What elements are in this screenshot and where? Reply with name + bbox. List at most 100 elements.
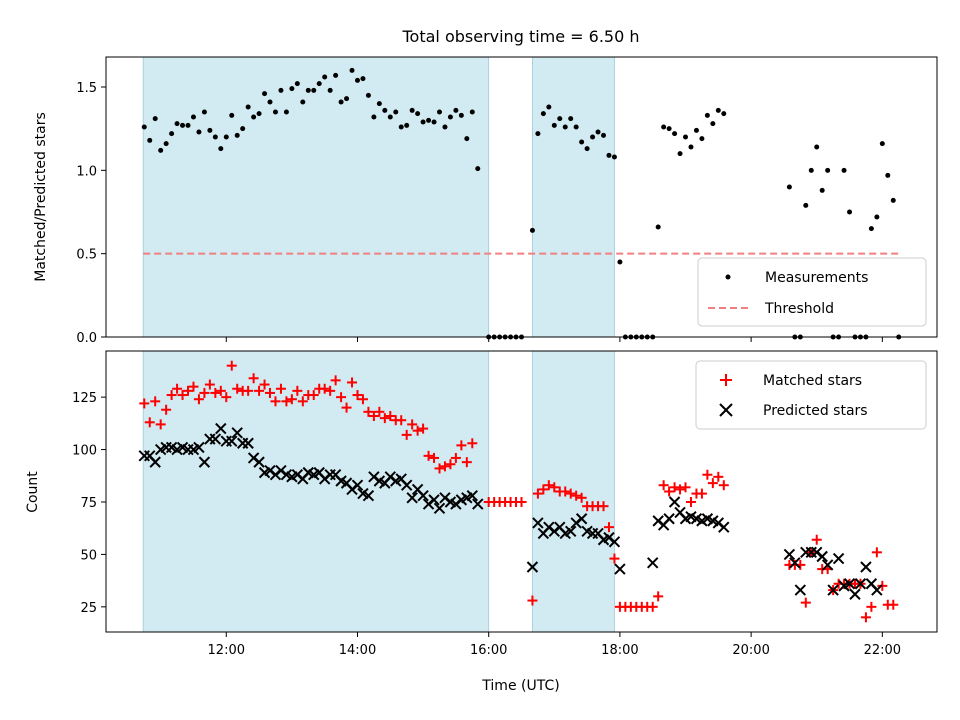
predicted-star-point xyxy=(794,584,807,596)
measurement-point xyxy=(661,124,667,130)
predicted-star-point xyxy=(608,536,621,548)
matched-star-point xyxy=(265,387,276,398)
y-tick-label: 75 xyxy=(80,496,97,511)
matched-star-point xyxy=(172,383,183,394)
matched-star-point xyxy=(538,484,549,495)
measurement-point xyxy=(141,124,147,130)
measurement-point xyxy=(283,109,289,115)
matched-star-point xyxy=(193,394,204,405)
matched-star-point xyxy=(598,501,609,512)
matched-star-point xyxy=(275,383,286,394)
measurement-point xyxy=(152,116,158,122)
matched-star-point xyxy=(866,601,877,612)
measurement-point xyxy=(185,122,191,128)
shaded-interval-2 xyxy=(532,350,615,633)
measurement-point xyxy=(693,127,699,133)
matched-star-point xyxy=(811,534,822,545)
predicted-star-point xyxy=(860,561,872,573)
matched-stars-points xyxy=(139,360,899,623)
matched-star-point xyxy=(254,385,265,396)
predicted-star-point xyxy=(789,557,801,569)
measurement-point xyxy=(409,107,415,113)
measurement-point xyxy=(666,126,672,132)
matched-star-point xyxy=(669,482,680,493)
matched-legend-marker xyxy=(720,374,732,386)
predicted-star-point xyxy=(149,456,161,468)
matched-star-point xyxy=(368,411,379,422)
measurement-point xyxy=(436,109,442,115)
measurement-point xyxy=(562,124,568,130)
top-shaded-intervals xyxy=(142,56,615,338)
matched-star-point xyxy=(707,478,718,489)
matched-star-point xyxy=(434,463,445,474)
shaded-interval-2 xyxy=(532,56,615,338)
measurement-point xyxy=(201,109,207,115)
measurement-point xyxy=(847,209,853,215)
measurement-point xyxy=(453,107,459,113)
measurement-point xyxy=(404,122,410,128)
measurement-point xyxy=(316,81,322,87)
legend-predicted-label: Predicted stars xyxy=(763,403,868,419)
measurement-point xyxy=(601,132,607,138)
predicted-star-point xyxy=(226,435,238,447)
measurement-point xyxy=(190,114,196,120)
matched-star-point xyxy=(516,496,527,507)
top-y-ticks: 0.0 0.5 1.0 1.5 xyxy=(76,81,106,346)
predicted-star-point xyxy=(668,496,681,508)
matched-star-point xyxy=(226,360,237,371)
measurement-point xyxy=(327,87,333,93)
measurement-point xyxy=(442,124,448,130)
measurement-point xyxy=(382,107,388,113)
predicted-star-point xyxy=(433,502,446,514)
measurement-point xyxy=(447,114,453,120)
predicted-star-point xyxy=(854,578,867,590)
predicted-star-point xyxy=(821,559,834,571)
top-legend-box xyxy=(697,257,927,327)
matched-star-point xyxy=(363,406,374,417)
measurement-point xyxy=(704,112,710,118)
measurement-point xyxy=(174,121,180,127)
measurement-point xyxy=(262,91,268,97)
measurement-point xyxy=(611,154,617,160)
matched-star-point xyxy=(860,612,871,623)
matched-star-point xyxy=(357,394,368,405)
bottom-axes-frame xyxy=(105,350,938,633)
measurement-point xyxy=(786,184,792,190)
measurement-point xyxy=(568,116,574,122)
bottom-y-axis-label: Count xyxy=(25,471,41,513)
measurement-point xyxy=(272,109,278,115)
matched-star-point xyxy=(155,419,166,430)
predicted-star-point xyxy=(193,441,205,454)
predicted-star-point xyxy=(406,492,418,504)
legend-matched-label: Matched stars xyxy=(763,373,862,389)
measurement-point xyxy=(683,134,689,140)
matched-star-point xyxy=(139,398,150,409)
predicted-stars-points xyxy=(138,422,883,600)
matched-star-point xyxy=(379,413,390,424)
x-axis-label: Time (UTC) xyxy=(481,678,559,694)
measurement-point xyxy=(721,111,727,117)
matched-star-point xyxy=(576,492,587,503)
measurement-point xyxy=(458,112,464,118)
predicted-star-point xyxy=(526,561,539,573)
measurement-point xyxy=(874,214,880,220)
measurement-point xyxy=(885,172,891,178)
x-tick-label: 22:00 xyxy=(864,643,901,658)
matched-star-point xyxy=(281,396,292,407)
matched-star-point xyxy=(325,385,336,396)
matched-star-point xyxy=(150,396,161,407)
matched-star-point xyxy=(653,591,664,602)
measurement-point xyxy=(251,114,257,120)
measurement-point xyxy=(431,119,437,125)
matched-star-point xyxy=(603,522,614,533)
shaded-interval-1 xyxy=(142,56,490,338)
matched-star-point xyxy=(560,486,571,497)
matched-star-point xyxy=(396,415,407,426)
matched-star-point xyxy=(680,482,691,493)
matched-star-point xyxy=(270,396,281,407)
legend-threshold-label: Threshold xyxy=(764,301,834,317)
matched-star-point xyxy=(664,486,675,497)
measurement-point xyxy=(420,119,426,125)
measurement-point xyxy=(234,132,240,138)
